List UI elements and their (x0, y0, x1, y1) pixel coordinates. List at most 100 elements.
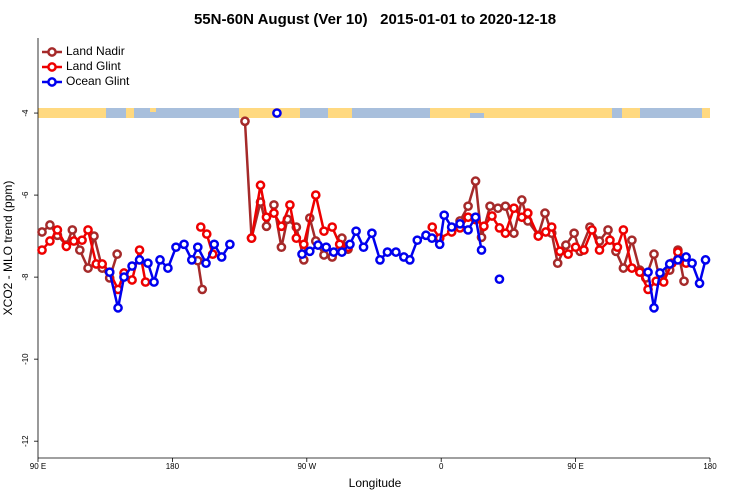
data-point (500, 201, 511, 212)
legend-marker (47, 62, 57, 72)
data-point (337, 247, 347, 257)
x-tick-label: 180 (166, 462, 180, 471)
data-point (209, 239, 220, 250)
data-point (163, 263, 173, 273)
data-point (297, 249, 307, 260)
data-point (134, 255, 145, 265)
data-point (351, 226, 361, 237)
data-point (83, 225, 93, 235)
data-point (476, 245, 487, 255)
data-point (470, 212, 481, 223)
data-point (375, 255, 385, 265)
data-point (655, 268, 665, 278)
legend-label: Land Glint (66, 59, 121, 73)
map-strip (38, 108, 710, 118)
data-point (291, 233, 302, 244)
data-point (149, 277, 159, 287)
legend-label: Ocean Glint (66, 74, 130, 88)
chart-title: 55N-60N August (Ver 10) 2015-01-01 to 20… (194, 11, 556, 28)
data-point (681, 252, 691, 262)
data-point (74, 245, 85, 255)
data-point (594, 245, 605, 255)
data-point (261, 212, 272, 223)
data-point (119, 272, 129, 282)
data-point (186, 255, 197, 265)
data-point (627, 263, 637, 273)
data-point (319, 226, 329, 237)
data-point (67, 225, 78, 235)
data-point (439, 210, 450, 221)
data-point (216, 252, 227, 262)
data-point (546, 222, 557, 232)
data-point (276, 221, 287, 232)
data-point (321, 242, 332, 253)
data-point (649, 249, 659, 260)
x-tick-label: 90 W (297, 462, 316, 471)
data-point (485, 201, 495, 212)
y-tick-label: -4 (21, 109, 30, 117)
data-point (470, 176, 481, 186)
data-point (112, 249, 122, 260)
data-point (561, 240, 571, 250)
data-point (522, 208, 533, 218)
data-point (155, 255, 165, 265)
data-point (89, 231, 99, 241)
data-point (673, 247, 683, 257)
data-point (179, 239, 189, 250)
data-point (455, 218, 465, 229)
data-point (427, 233, 437, 244)
data-point (700, 255, 711, 265)
data-point (494, 223, 505, 233)
data-point (658, 277, 669, 287)
legend-marker (47, 47, 57, 57)
data-point (345, 239, 355, 250)
data-point (298, 239, 309, 250)
data-point (304, 246, 315, 257)
data-point (140, 277, 151, 287)
legend-marker (47, 77, 57, 87)
data-point (555, 246, 565, 257)
data-point (605, 235, 615, 246)
data-point (569, 228, 579, 239)
data-point (269, 208, 279, 218)
data-point (434, 239, 445, 250)
data-point (127, 275, 137, 285)
data-point (134, 245, 145, 255)
data-point (113, 303, 123, 313)
data-point (45, 236, 55, 246)
data-point (463, 212, 473, 223)
data-point (603, 225, 613, 235)
data-point (479, 221, 489, 232)
data-point (627, 235, 637, 246)
data-point (358, 242, 369, 253)
x-tick-label: 90 E (567, 462, 583, 471)
data-point (310, 190, 321, 200)
data-point (197, 284, 208, 295)
data-point (201, 229, 212, 239)
data-point (83, 263, 93, 273)
data-point (192, 242, 203, 253)
data-point (391, 247, 401, 257)
data-point (446, 222, 457, 232)
data-point (171, 242, 181, 253)
data-point (313, 240, 323, 250)
data-point (367, 228, 377, 239)
data-point (77, 235, 87, 246)
data-point (97, 259, 108, 269)
data-point (570, 242, 581, 253)
x-tick-label: 90 E (30, 462, 46, 471)
y-tick-label: -10 (21, 353, 30, 365)
data-point (673, 255, 683, 265)
data-point (649, 303, 659, 313)
data-point (382, 247, 393, 257)
y-tick-label: -12 (21, 435, 30, 447)
y-axis-label: XCO2 - MLO trend (ppm) (1, 181, 15, 316)
data-point (285, 200, 295, 210)
data-point (679, 276, 689, 287)
data-point (694, 278, 705, 289)
data-point (37, 227, 47, 237)
x-tick-label: 180 (703, 462, 717, 471)
data-point (552, 258, 563, 269)
data-point (255, 180, 266, 191)
